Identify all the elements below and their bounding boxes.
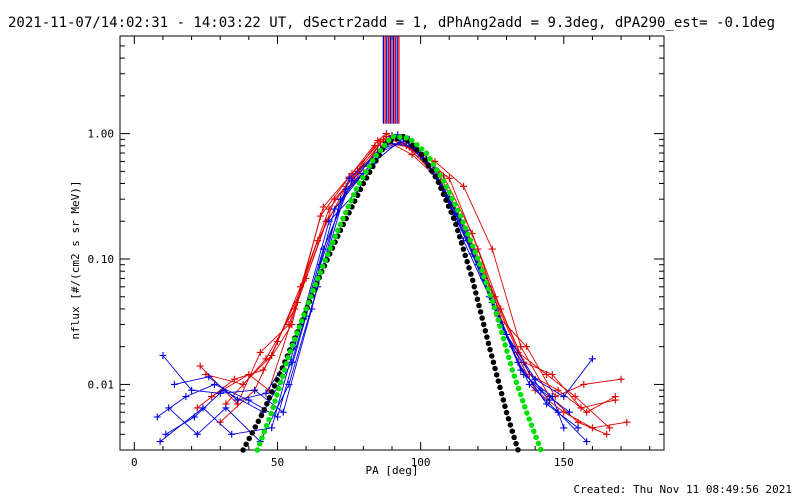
data-point-8-0 [165,404,173,412]
data-point-5-11 [548,371,556,378]
data-point-2-13 [580,380,588,388]
data-point-3-3 [302,274,310,282]
data-point-10-14 [583,438,591,446]
x-tick-label: 50 [271,456,284,469]
vertical-lines-group [382,36,400,124]
data-point-9-14 [560,424,568,432]
data-point-2-0 [208,393,216,401]
data-point-4-13 [571,393,579,401]
data-point-6-2 [211,380,218,388]
data-point-6-6 [331,205,339,213]
series-line-1 [205,135,616,413]
x-axis-label: PA [deg] [366,464,419,477]
data-point-2-1 [245,371,253,378]
series-line-2 [211,138,622,398]
series-line-0 [197,133,607,435]
data-point-11-6 [345,174,353,182]
data-point-10-12 [525,380,533,388]
series-group [153,130,631,446]
data-point-0-15 [603,430,611,438]
data-point-2-14 [617,375,625,383]
data-point-5-12 [577,404,585,412]
data-point-1-13 [583,408,591,416]
data-point-4-3 [285,321,293,329]
y-tick-label: 0.10 [88,253,115,266]
fit-curves-group [240,133,544,453]
data-point-10-2 [228,430,236,438]
data-point-8-14 [574,424,582,432]
data-point-6-0 [153,413,161,421]
x-tick-label: 0 [131,456,138,469]
data-point-10-1 [199,404,207,412]
data-point-5-2 [291,305,299,313]
y-tick-label: 0.01 [88,378,115,391]
data-point-4-0 [196,362,204,370]
data-point-10-0 [156,438,164,446]
x-tick-label: 100 [411,456,431,469]
data-point-8-2 [222,404,230,412]
data-point-11-1 [190,413,198,421]
data-point-1-12 [554,386,562,394]
data-point-10-3 [268,424,276,432]
data-point-4-14 [606,424,614,432]
data-point-7-14 [566,408,573,416]
data-point-2-11 [523,343,531,351]
data-point-9-3 [262,389,270,397]
data-point-5-5 [377,138,384,146]
data-point-4-2 [256,348,264,356]
data-point-11-2 [219,386,227,394]
series-line-9 [174,138,565,429]
y-axis-ticks: 0.01 0.10 1.00 [88,35,664,451]
data-point-6-15 [588,355,596,363]
x-axis-ticks: 0 50 100 150 [131,36,651,469]
data-point-3-0 [216,418,224,426]
x-tick-label: 150 [554,456,574,469]
data-point-11-4 [288,358,296,366]
data-point-11-0 [162,430,170,438]
data-point-8-1 [193,430,201,438]
chart-title: 2021-11-07/14:02:31 - 14:03:22 UT, dSect… [8,15,775,31]
y-axis-label: nflux [#/(cm2 s sr MeV)] [69,181,82,340]
fit-curve-green [254,133,544,453]
data-point-6-1 [182,393,190,401]
data-point-0-1 [231,375,238,383]
data-point-11-12 [517,366,525,374]
data-point-4-4 [314,237,322,245]
data-point-9-0 [170,380,178,388]
data-point-9-1 [205,373,213,381]
series-line-11 [165,140,550,435]
data-point-6-14 [560,393,568,401]
data-point-3-9 [474,245,482,253]
data-point-7-4 [279,408,287,416]
data-point-5-3 [319,203,327,211]
y-tick-label: 1.00 [88,128,115,141]
data-point-7-0 [159,352,167,359]
data-point-3-13 [588,424,596,432]
data-point-7-1 [188,386,196,394]
series-line-10 [159,141,588,442]
data-point-8-4 [285,380,293,388]
data-point-5-1 [262,355,270,363]
data-point-2-7 [408,151,416,159]
fit-curve-black [240,133,521,453]
data-point-0-11 [488,245,496,253]
created-timestamp: Created: Thu Nov 11 08:49:56 2021 [573,483,792,496]
data-point-0-10 [460,182,468,190]
data-point-11-13 [546,396,553,404]
data-point-5-13 [611,396,619,404]
data-point-10-5 [325,217,333,225]
data-point-7-3 [251,386,259,394]
data-point-3-8 [445,174,453,182]
data-point-10-13 [554,408,562,416]
data-point-3-14 [623,418,631,426]
